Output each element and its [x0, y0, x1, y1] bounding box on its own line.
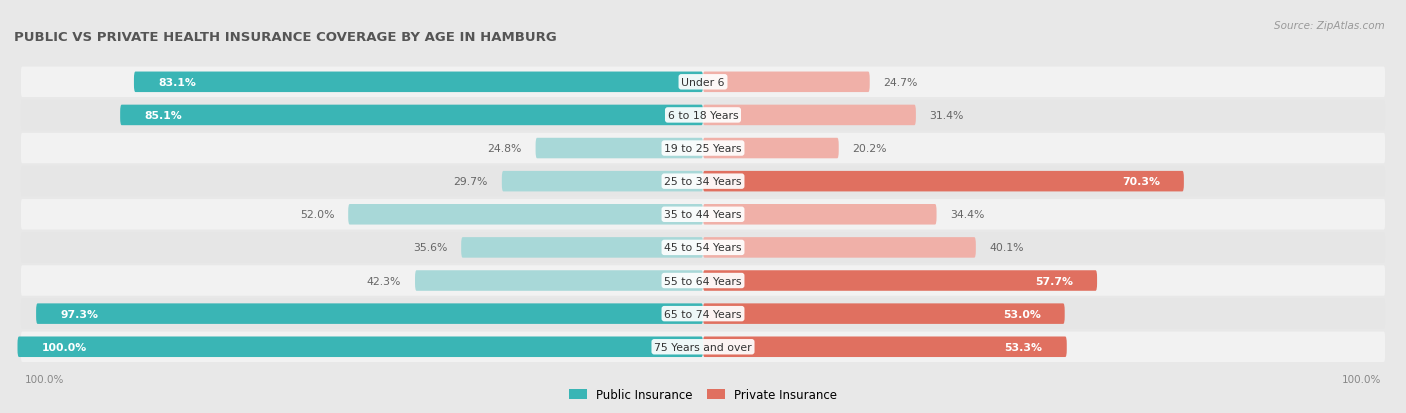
Text: 29.7%: 29.7%	[454, 177, 488, 187]
Text: 24.7%: 24.7%	[883, 78, 918, 88]
Text: Under 6: Under 6	[682, 78, 724, 88]
Text: 20.2%: 20.2%	[852, 144, 887, 154]
FancyBboxPatch shape	[21, 199, 1385, 230]
FancyBboxPatch shape	[21, 67, 1385, 98]
Text: 24.8%: 24.8%	[488, 144, 522, 154]
Text: 83.1%: 83.1%	[157, 78, 195, 88]
FancyBboxPatch shape	[37, 304, 703, 324]
Text: 53.0%: 53.0%	[1002, 309, 1040, 319]
Text: 35.6%: 35.6%	[413, 243, 447, 253]
FancyBboxPatch shape	[703, 271, 1097, 291]
Text: 25 to 34 Years: 25 to 34 Years	[664, 177, 742, 187]
FancyBboxPatch shape	[21, 233, 1385, 263]
FancyBboxPatch shape	[461, 237, 703, 258]
FancyBboxPatch shape	[349, 204, 703, 225]
FancyBboxPatch shape	[134, 72, 703, 93]
FancyBboxPatch shape	[703, 72, 870, 93]
FancyBboxPatch shape	[21, 332, 1385, 362]
Text: 97.3%: 97.3%	[60, 309, 98, 319]
FancyBboxPatch shape	[703, 105, 915, 126]
Text: 31.4%: 31.4%	[929, 111, 965, 121]
Text: 85.1%: 85.1%	[145, 111, 181, 121]
FancyBboxPatch shape	[703, 171, 1184, 192]
Text: 52.0%: 52.0%	[299, 210, 335, 220]
Text: 100.0%: 100.0%	[42, 342, 87, 352]
FancyBboxPatch shape	[21, 266, 1385, 296]
Text: Source: ZipAtlas.com: Source: ZipAtlas.com	[1274, 21, 1385, 31]
Text: 40.1%: 40.1%	[990, 243, 1024, 253]
FancyBboxPatch shape	[17, 337, 703, 357]
Text: 70.3%: 70.3%	[1122, 177, 1160, 187]
Text: 53.3%: 53.3%	[1005, 342, 1043, 352]
FancyBboxPatch shape	[415, 271, 703, 291]
FancyBboxPatch shape	[703, 237, 976, 258]
Text: 35 to 44 Years: 35 to 44 Years	[664, 210, 742, 220]
Text: 55 to 64 Years: 55 to 64 Years	[664, 276, 742, 286]
Text: 100.0%: 100.0%	[24, 374, 63, 384]
FancyBboxPatch shape	[120, 105, 703, 126]
Text: 57.7%: 57.7%	[1035, 276, 1073, 286]
Text: 19 to 25 Years: 19 to 25 Years	[664, 144, 742, 154]
Text: PUBLIC VS PRIVATE HEALTH INSURANCE COVERAGE BY AGE IN HAMBURG: PUBLIC VS PRIVATE HEALTH INSURANCE COVER…	[14, 31, 557, 44]
FancyBboxPatch shape	[21, 166, 1385, 197]
FancyBboxPatch shape	[703, 337, 1067, 357]
FancyBboxPatch shape	[703, 138, 839, 159]
Text: 6 to 18 Years: 6 to 18 Years	[668, 111, 738, 121]
FancyBboxPatch shape	[21, 100, 1385, 131]
Text: 34.4%: 34.4%	[950, 210, 984, 220]
FancyBboxPatch shape	[703, 304, 1064, 324]
Text: 75 Years and over: 75 Years and over	[654, 342, 752, 352]
FancyBboxPatch shape	[502, 171, 703, 192]
FancyBboxPatch shape	[536, 138, 703, 159]
FancyBboxPatch shape	[21, 299, 1385, 329]
Text: 42.3%: 42.3%	[367, 276, 401, 286]
Legend: Public Insurance, Private Insurance: Public Insurance, Private Insurance	[569, 389, 837, 401]
FancyBboxPatch shape	[703, 204, 936, 225]
Text: 45 to 54 Years: 45 to 54 Years	[664, 243, 742, 253]
FancyBboxPatch shape	[21, 133, 1385, 164]
Text: 100.0%: 100.0%	[1343, 374, 1382, 384]
Text: 65 to 74 Years: 65 to 74 Years	[664, 309, 742, 319]
